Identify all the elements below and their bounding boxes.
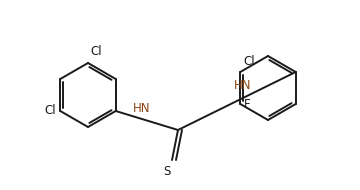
Text: HN: HN: [234, 79, 252, 92]
Text: HN: HN: [133, 101, 150, 115]
Text: Cl: Cl: [90, 45, 102, 58]
Text: Cl: Cl: [243, 55, 255, 68]
Text: Cl: Cl: [45, 105, 56, 117]
Text: S: S: [163, 165, 171, 178]
Text: F: F: [244, 97, 251, 111]
